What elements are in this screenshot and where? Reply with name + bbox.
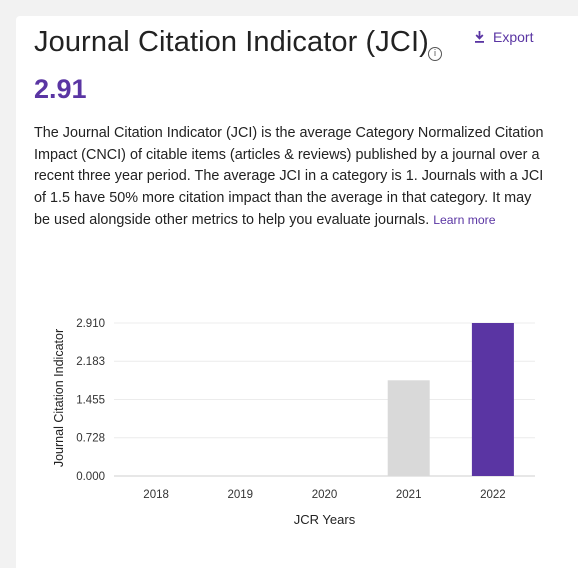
info-icon[interactable]: i xyxy=(428,47,442,61)
y-tick-label: 2.910 xyxy=(76,318,105,330)
jci-description: The Journal Citation Indicator (JCI) is … xyxy=(34,123,546,232)
x-tick-label: 2022 xyxy=(480,489,506,501)
page-title: Journal Citation Indicator (JCI) xyxy=(34,26,429,59)
title-text: Journal Citation Indicator (JCI) xyxy=(34,26,429,58)
x-tick-label: 2021 xyxy=(396,489,422,501)
y-tick-label: 0.728 xyxy=(76,433,105,445)
y-axis-title: Journal Citation Indicator xyxy=(52,329,66,467)
bar-2022 xyxy=(471,323,514,476)
export-label: Export xyxy=(493,29,534,45)
y-tick-label: 2.183 xyxy=(76,356,105,368)
x-tick-label: 2020 xyxy=(312,489,338,501)
bar-2021 xyxy=(387,380,430,476)
export-button[interactable]: Export xyxy=(474,29,533,45)
y-tick-label: 0.000 xyxy=(76,471,105,483)
description-text: The Journal Citation Indicator (JCI) is … xyxy=(34,125,544,228)
x-axis-title: JCR Years xyxy=(294,512,356,527)
y-tick-label: 1.455 xyxy=(76,395,105,407)
download-icon xyxy=(475,31,484,43)
x-tick-label: 2019 xyxy=(228,489,254,501)
learn-more-link[interactable]: Learn more xyxy=(433,212,496,227)
jci-value: 2.91 xyxy=(34,74,87,104)
x-tick-label: 2018 xyxy=(143,489,169,501)
